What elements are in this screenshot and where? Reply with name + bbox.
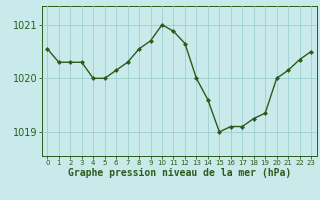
X-axis label: Graphe pression niveau de la mer (hPa): Graphe pression niveau de la mer (hPa): [68, 168, 291, 178]
